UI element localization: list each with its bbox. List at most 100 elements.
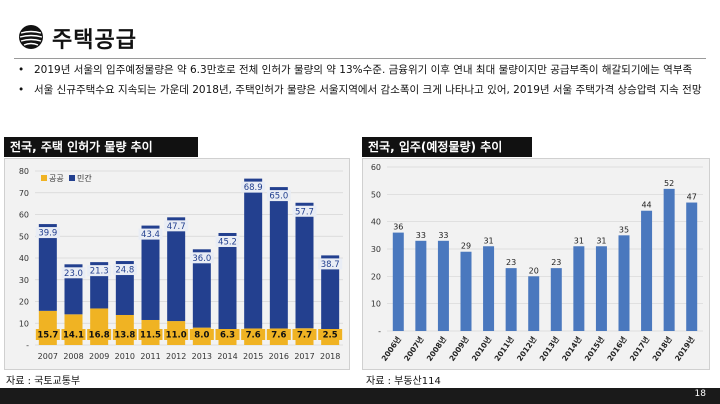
label-bg-public [241,329,266,340]
y-tick-label: 70 [19,189,29,198]
public-data-label: 8.0 [194,331,209,341]
x-tick-label: 2007년 [401,334,425,363]
x-tick-label: 2015 [243,352,263,361]
x-tick-label: 2013년 [537,334,561,363]
y-tick-label: 10 [19,319,29,328]
y-tick-label: 50 [19,232,29,241]
public-data-label: 7.6 [246,331,261,341]
x-tick-label: 2012 [166,352,186,361]
y-tick-label: 30 [371,245,381,254]
public-data-label: 16.8 [89,331,110,341]
bullet-list: 2019년 서울의 입주예정물량은 약 6.3만호로 전체 인허가 물량의 약 … [14,64,706,104]
label-bg-public [215,329,240,340]
x-tick-label: 2017년 [627,334,651,363]
x-tick-label: 2019년 [672,334,696,363]
data-label: 33 [416,231,426,240]
right-chart-box: - 10 20 30 40 50 60 36 2006년 33 2007년 33 2008년 29 2009… [362,158,710,370]
x-tick-label: 2018 [320,352,340,361]
label-bg-public [87,329,112,340]
y-tick-label: - [378,327,381,336]
bar [550,268,562,331]
private-data-label: 45.2 [218,237,237,247]
y-tick-label: 60 [19,211,29,220]
public-data-label: 11.5 [140,331,161,341]
label-bg-public [292,329,317,340]
bar-private [269,187,288,329]
x-tick-label: 2007 [38,352,58,361]
private-data-label: 65.0 [269,192,288,202]
label-bg-private [215,235,240,247]
private-data-label: 23.0 [64,269,83,279]
y-tick-label: 80 [19,167,29,176]
x-tick-label: 2014년 [559,334,583,363]
title-divider [14,58,706,59]
header: 주택공급 [0,0,720,60]
right-source: 자료 : 부동산114 [366,376,441,387]
private-data-label: 24.8 [115,266,134,276]
right-chart-title: 전국, 입주(예정물량) 추이 [362,137,532,157]
bar [641,210,653,331]
label-bg-private [112,264,137,276]
data-label: 44 [641,201,651,210]
bar-private [244,178,263,329]
x-tick-label: 2017 [294,352,314,361]
bar-private [321,255,340,340]
bar [528,276,540,331]
legend-label-private: 민간 [77,173,92,183]
bullet-item: 서울 신규주택수요 지속되는 가운데 2018년, 주택인허가 물량은 서울지역… [14,84,706,97]
bar [460,251,472,331]
bar [415,240,427,331]
public-data-label: 14.1 [63,331,84,341]
public-data-label: 7.6 [271,331,286,341]
left-chart-box: - 10 20 30 40 50 60 70 80 15.7 39.9 2007 14.1 23.0 200… [4,158,350,370]
label-bg-public [138,329,163,340]
bar-public [321,339,340,345]
label-bg-private [87,265,112,277]
footer-bar: 18 [0,388,720,404]
x-tick-label: 2013 [192,352,212,361]
label-bg-private [266,190,291,202]
x-tick-label: 2016년 [605,334,629,363]
data-label: 31 [596,236,606,245]
data-label: 52 [664,179,674,188]
data-label: 35 [619,225,629,234]
bar [663,188,675,331]
legend-label-public: 공공 [49,174,64,183]
x-tick-label: 2006년 [379,334,403,363]
data-label: 36 [393,223,403,232]
private-data-label: 57.7 [295,207,314,217]
x-tick-label: 2016 [269,352,289,361]
label-bg-private [318,258,343,270]
x-tick-label: 2008 [63,352,83,361]
bar [392,232,404,331]
x-tick-label: 2009 [89,352,109,361]
x-tick-label: 2010 [115,352,135,361]
bar [483,246,495,331]
x-tick-label: 2008년 [424,334,448,363]
globe-logo-icon [19,25,43,49]
left-source: 자료 : 국토교통부 [6,376,81,387]
bar [686,202,698,331]
bar [505,268,517,331]
x-tick-label: 2015년 [582,334,606,363]
y-tick-label: 20 [371,272,381,281]
label-bg-public [61,329,86,340]
bullet-item: 2019년 서울의 입주예정물량은 약 6.3만호로 전체 인허가 물량의 약 … [14,64,706,77]
public-data-label: 15.7 [37,331,58,341]
y-tick-label: 50 [371,190,381,199]
label-bg-private [35,227,60,239]
x-tick-label: 2009년 [447,334,471,363]
label-bg-private [241,181,266,193]
bar-private [218,232,237,332]
label-bg-public [318,329,343,340]
label-bg-private [164,220,189,232]
private-data-label: 68.9 [244,183,263,193]
bar-private [167,217,186,322]
data-label: 33 [438,231,448,240]
x-tick-label: 2012년 [514,334,538,363]
label-bg-public [189,329,214,340]
y-tick-label: 10 [371,300,381,309]
y-tick-label: 30 [19,276,29,285]
data-label: 47 [687,193,697,202]
bar [595,246,607,331]
